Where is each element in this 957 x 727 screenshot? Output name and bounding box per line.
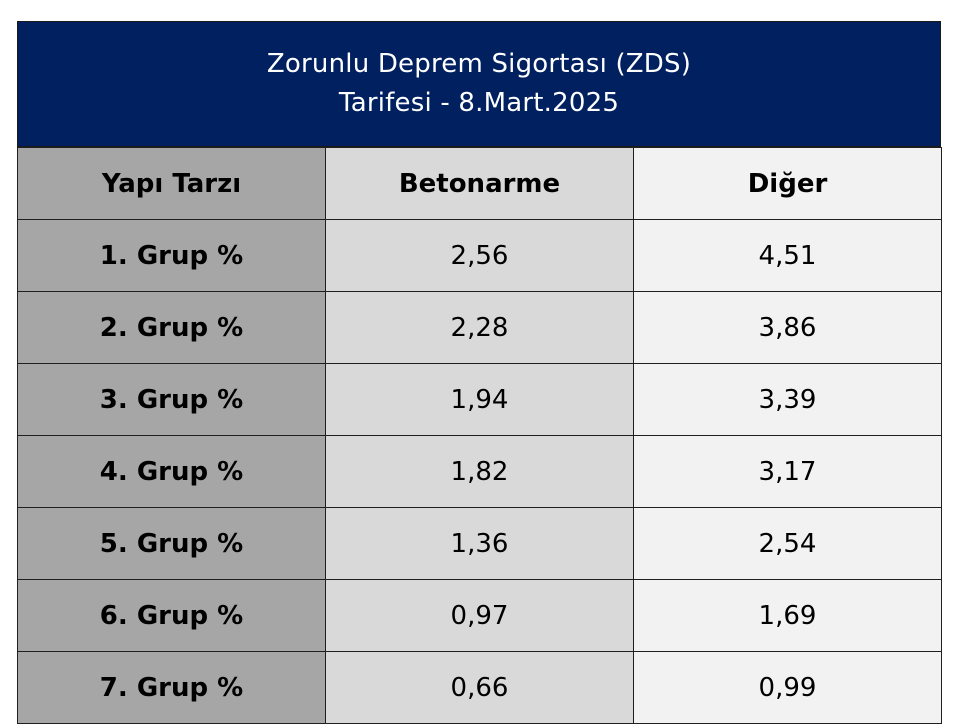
diger-value: 2,54: [633, 507, 942, 580]
title-line-1: Zorunlu Deprem Sigortası (ZDS): [266, 49, 692, 79]
betonarme-value: 0,97: [325, 579, 634, 652]
diger-value: 3,39: [633, 363, 942, 436]
diger-value: 0,99: [633, 651, 942, 724]
group-label: 5. Grup %: [17, 507, 326, 580]
betonarme-value: 1,82: [325, 435, 634, 508]
betonarme-value: 0,66: [325, 651, 634, 724]
betonarme-value: 1,94: [325, 363, 634, 436]
title-banner: Zorunlu Deprem Sigortası (ZDS) Tarifesi …: [17, 21, 941, 147]
betonarme-value: 1,36: [325, 507, 634, 580]
diger-value: 3,86: [633, 291, 942, 364]
header-betonarme: Betonarme: [325, 147, 634, 220]
betonarme-value: 2,56: [325, 219, 634, 292]
betonarme-value: 2,28: [325, 291, 634, 364]
group-label: 2. Grup %: [17, 291, 326, 364]
table-row: 5. Grup % 1,36 2,54: [17, 507, 942, 580]
group-label: 4. Grup %: [17, 435, 326, 508]
group-label: 6. Grup %: [17, 579, 326, 652]
tariff-sheet: Zorunlu Deprem Sigortası (ZDS) Tarifesi …: [17, 21, 942, 724]
group-label: 3. Grup %: [17, 363, 326, 436]
title-line-2: Tarifesi - 8.Mart.2025: [338, 88, 620, 118]
group-label: 7. Grup %: [17, 651, 326, 724]
diger-value: 3,17: [633, 435, 942, 508]
group-label: 1. Grup %: [17, 219, 326, 292]
table-row: 2. Grup % 2,28 3,86: [17, 291, 942, 364]
header-yapi-tarzi: Yapı Tarzı: [17, 147, 326, 220]
table-row: 7. Grup % 0,66 0,99: [17, 651, 942, 724]
diger-value: 4,51: [633, 219, 942, 292]
table-row: 1. Grup % 2,56 4,51: [17, 219, 942, 292]
header-diger: Diğer: [633, 147, 942, 220]
header-row: Yapı Tarzı Betonarme Diğer: [17, 147, 942, 220]
tariff-table: Yapı Tarzı Betonarme Diğer 1. Grup % 2,5…: [17, 147, 942, 724]
diger-value: 1,69: [633, 579, 942, 652]
table-row: 6. Grup % 0,97 1,69: [17, 579, 942, 652]
table-row: 3. Grup % 1,94 3,39: [17, 363, 942, 436]
table-row: 4. Grup % 1,82 3,17: [17, 435, 942, 508]
